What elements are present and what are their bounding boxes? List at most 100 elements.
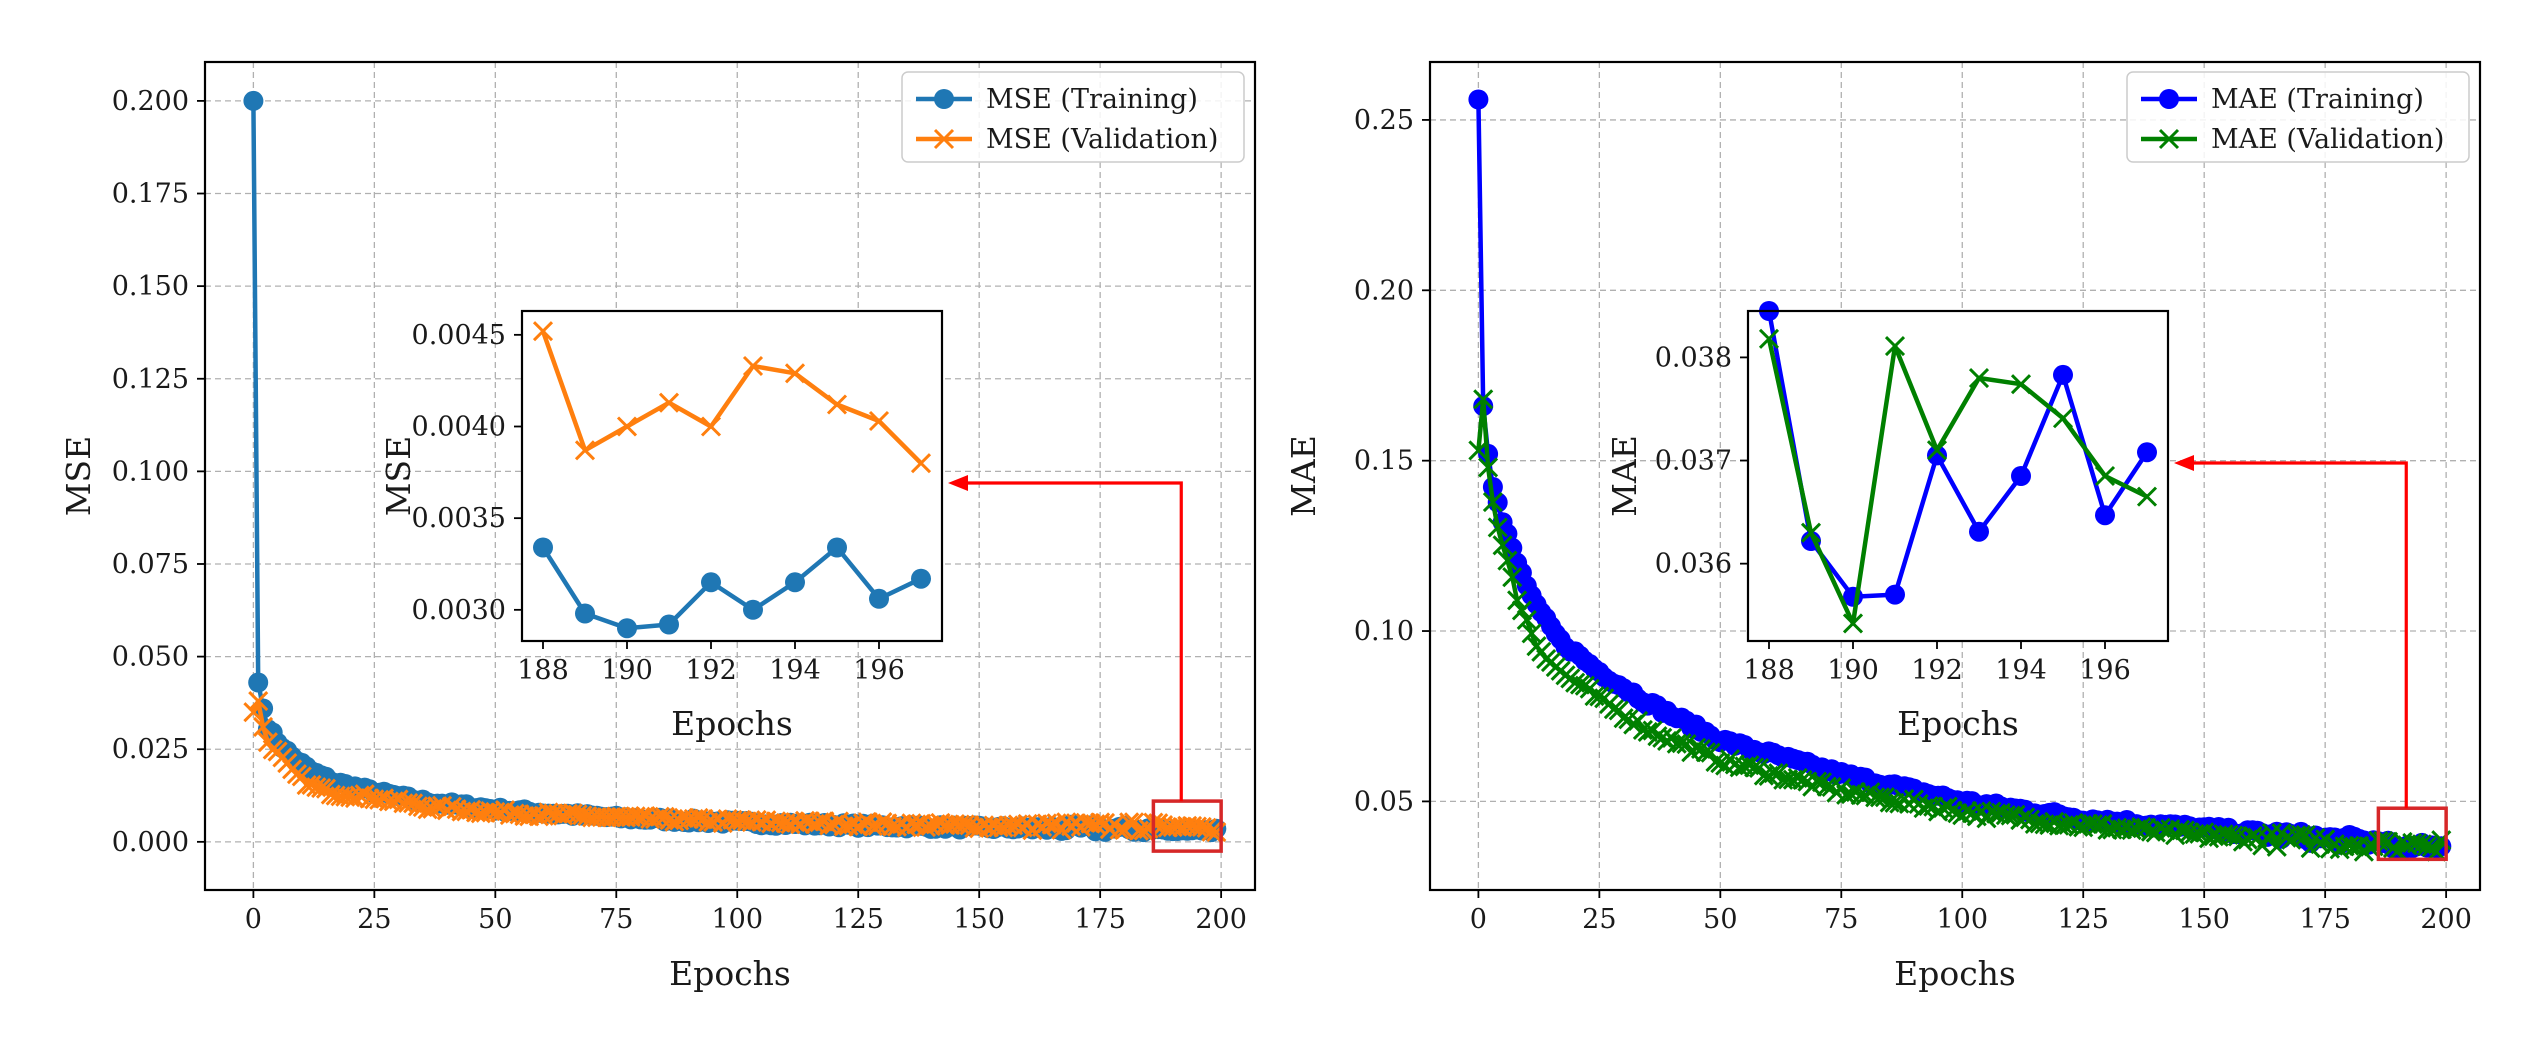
y-tick-label: 0.125 xyxy=(112,364,189,395)
y-tick-label: 0.050 xyxy=(112,642,189,673)
zoom-arrow-line xyxy=(2190,461,2408,809)
inset-training-point xyxy=(617,618,637,639)
inset-x-tick-label: 190 xyxy=(1827,655,1879,686)
y-tick-label: 0.25 xyxy=(1354,105,1414,136)
inset-validation-point xyxy=(1800,522,1822,543)
inset-x-tick-label: 190 xyxy=(601,655,653,686)
validation-point xyxy=(548,803,569,824)
inset-validation-point xyxy=(784,363,806,384)
validation-point xyxy=(2131,817,2152,838)
mae-x-axis-label: Epochs xyxy=(1894,954,2016,993)
validation-point xyxy=(1201,821,1222,842)
validation-point xyxy=(311,778,332,799)
validation-point xyxy=(1957,801,1978,822)
inset-training-point xyxy=(2053,364,2073,385)
inset-line-validation xyxy=(1766,338,2148,626)
inset-y-axis-label: MSE xyxy=(379,436,418,517)
inset-validation-point xyxy=(742,355,764,377)
inset-validation-point xyxy=(910,453,932,474)
validation-point xyxy=(1865,787,1886,808)
inset-x-tick-label: 194 xyxy=(769,655,821,686)
y-tick-label: 0.150 xyxy=(112,271,189,302)
inset-validation-point xyxy=(1926,440,1948,461)
inset-validation-point xyxy=(1968,367,1990,389)
mae-plot-frame xyxy=(1428,60,2482,892)
inset-background xyxy=(522,311,942,641)
x-tick-label: 100 xyxy=(711,904,763,935)
validation-point xyxy=(1511,600,1533,621)
validation-point xyxy=(1191,816,1212,837)
y-tick-label: 0.000 xyxy=(112,827,189,858)
zoom-arrow-line xyxy=(964,481,1183,802)
validation-point xyxy=(2261,822,2283,844)
mse-panel: 0 25 50 75 100 125 150 175 200 0.000 0.025 0.050 0.0… xyxy=(59,60,1257,993)
validation-point xyxy=(1482,492,1503,513)
legend-frame xyxy=(2126,71,2470,163)
mse-axis-ticks: 0 25 50 75 100 125 150 175 200 0.000 0.025 0.050 0.0… xyxy=(112,86,1247,935)
validation-point xyxy=(2082,813,2103,835)
validation-point xyxy=(586,807,607,828)
validation-point xyxy=(1502,567,1523,588)
x-tick-label: 175 xyxy=(1074,904,1126,935)
inset-training-point xyxy=(2137,442,2157,463)
mae-panel: 0 25 50 75 100 125 150 175 200 0.05 0.10 0.15 0.20 0.… xyxy=(1284,60,2482,993)
x-tick-label: 50 xyxy=(478,904,512,935)
legend-marker-circle xyxy=(934,89,954,109)
validation-point xyxy=(441,796,462,817)
zoom-box xyxy=(2376,806,2448,862)
y-tick-label: 0.15 xyxy=(1354,446,1414,477)
mae-y-axis-label: MAE xyxy=(1284,435,1323,517)
legend-marker-x xyxy=(2158,128,2180,150)
validation-point xyxy=(2358,836,2379,857)
inset-validation-point xyxy=(2094,465,2116,487)
validation-point xyxy=(1036,813,1058,834)
inset-training-point xyxy=(1969,521,1989,542)
inset-frame xyxy=(1746,309,2170,643)
validation-point xyxy=(1492,535,1513,556)
legend-label: MSE (Validation) xyxy=(986,124,1218,155)
inset-x-tick-label: 192 xyxy=(685,655,737,686)
inset-line-training xyxy=(541,545,922,631)
validation-point xyxy=(1468,440,1489,461)
x-tick-label: 200 xyxy=(1195,904,1247,935)
validation-point xyxy=(253,716,274,738)
inset-validation-point xyxy=(1884,336,1906,357)
x-tick-label: 200 xyxy=(2420,904,2472,935)
inset-training-point xyxy=(2095,505,2115,526)
inset-validation-point xyxy=(532,321,554,342)
x-tick-label: 125 xyxy=(832,904,884,935)
mse-series xyxy=(243,90,1227,843)
inset-validation-point xyxy=(700,416,722,437)
inset-training-point xyxy=(743,599,763,620)
mse-grid xyxy=(205,62,1255,890)
inset-y-tick-label: 0.037 xyxy=(1655,446,1732,477)
inset-validation-point xyxy=(658,392,680,413)
inset-y-tick-label: 0.0040 xyxy=(412,412,506,443)
mae-axis-ticks: 0 25 50 75 100 125 150 175 200 0.05 0.10 0.15 0.20 0.… xyxy=(1354,105,2472,935)
zoom-arrow-head xyxy=(948,475,968,491)
inset-x-tick-label: 188 xyxy=(1743,655,1795,686)
legend-marker-circle xyxy=(2159,89,2179,109)
y-tick-label: 0.10 xyxy=(1354,616,1414,647)
inset-validation-point xyxy=(1758,328,1780,349)
validation-point xyxy=(1473,389,1494,410)
inset-training-point xyxy=(575,603,595,624)
inset-y-tick-label: 0.0035 xyxy=(412,503,506,534)
legend-label: MAE (Training) xyxy=(2211,84,2424,115)
inset-y-tick-label: 0.0045 xyxy=(412,320,506,351)
mse-inset: 188 190 192 194 196 0.0030 0.0035 0.0040 0.0045 E… xyxy=(379,309,944,743)
inset-validation-point xyxy=(1842,613,1864,634)
validation-point xyxy=(2426,841,2447,862)
validation-point xyxy=(978,817,999,838)
validation-point xyxy=(1763,762,1784,784)
mae-inset: 188 190 192 194 196 0.036 0.037 0.038 Epochs MAE xyxy=(1605,301,2170,743)
validation-point xyxy=(1497,550,1518,571)
inset-validation-point xyxy=(616,416,638,437)
inset-training-point xyxy=(869,588,889,609)
validation-point xyxy=(1507,590,1528,611)
validation-point xyxy=(248,690,269,712)
x-tick-label: 175 xyxy=(2299,904,2351,935)
y-tick-label: 0.200 xyxy=(112,86,189,117)
x-tick-label: 75 xyxy=(1824,904,1858,935)
